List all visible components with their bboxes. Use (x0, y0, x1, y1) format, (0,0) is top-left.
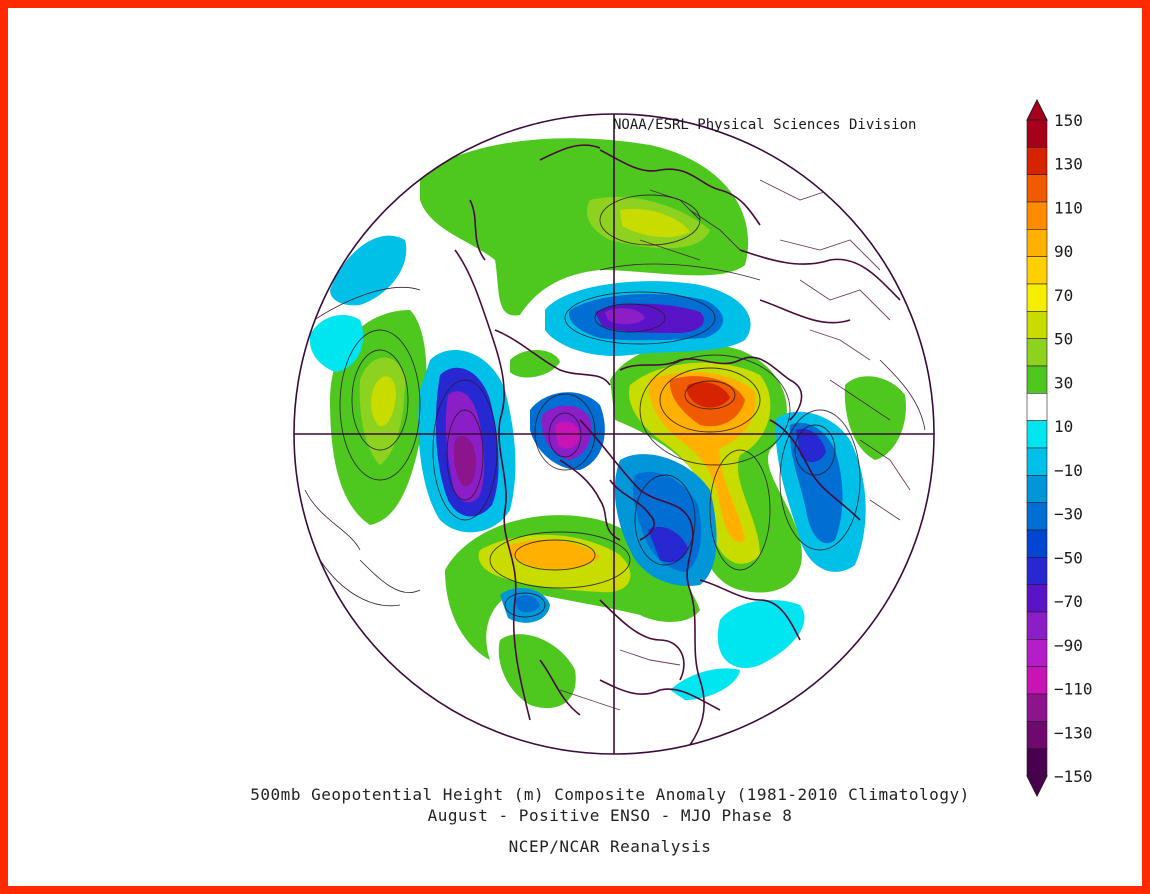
colorbar-swatch (1026, 229, 1048, 257)
colorbar-swatch (1026, 119, 1048, 148)
colorbar-swatch (1026, 666, 1048, 695)
coastlines (454, 144, 901, 746)
ridge-arctic-small (510, 350, 560, 378)
trough-asia-max (605, 308, 645, 325)
colorbar-swatch (1026, 748, 1048, 777)
colorbar-top-arrow (1026, 98, 1048, 121)
caption-subtitle: August - Positive ENSO - MJO Phase 8 (427, 806, 793, 825)
colorbar-swatch (1026, 639, 1048, 667)
ridge-n-europe (420, 138, 749, 316)
colorbar-swatch (1026, 174, 1048, 203)
colorbar-tick-label: −50 (1054, 548, 1083, 567)
colorbar-swatch (1026, 475, 1048, 503)
colorbar-swatch (1026, 201, 1048, 230)
ridge-atlantic-sw (498, 634, 576, 709)
colorbar-tick-label: 110 (1054, 198, 1083, 217)
colorbar-swatch (1026, 338, 1048, 367)
ridge-n-europe-core (620, 208, 690, 238)
trough-atlantic-core (515, 595, 540, 613)
trough-ne-pacific (330, 235, 407, 306)
trough-w-cyan (309, 315, 364, 372)
trough-arctic-core (555, 421, 580, 449)
colorbar-swatch (1026, 311, 1048, 339)
colorbar-tick-label: −150 (1054, 767, 1093, 786)
colorbar: 150 130 110 90 70 50 30 10 −10 −30 −50 −70 −90 −110 −1… (1026, 98, 1093, 798)
ridge-w-pacific-core (371, 376, 396, 427)
map-disc (294, 114, 934, 754)
colorbar-bottom-arrow (1026, 775, 1048, 798)
colorbar-swatch (1026, 420, 1048, 449)
colorbar-swatch (1026, 447, 1048, 476)
colorbar-tick-label: −90 (1054, 636, 1083, 655)
trough-canada-core (648, 526, 688, 563)
colorbar-swatch (1026, 721, 1048, 749)
trough-s-cyan (670, 668, 740, 700)
colorbar-swatch (1026, 611, 1048, 640)
map-boundary (293, 113, 935, 755)
trough-w-africa (717, 600, 805, 668)
colorbar-tick-label: 90 (1054, 242, 1073, 261)
colorbar-tick-label: 10 (1054, 417, 1073, 436)
caption-source: NCEP/NCAR Reanalysis (508, 837, 712, 856)
colorbar-swatch (1026, 365, 1048, 394)
trough-e-asia-core (796, 428, 826, 463)
ridge-n-america-core (508, 539, 600, 570)
colorbar-swatch (1026, 502, 1048, 531)
colorbar-tick-label: 70 (1054, 286, 1073, 305)
colorbar-tick-label: −70 (1054, 592, 1083, 611)
colorbar-tick-label: 30 (1054, 373, 1073, 392)
colorbar-swatch (1026, 584, 1048, 613)
colorbar-swatch (1026, 529, 1048, 558)
colorbar-tick-label: 130 (1054, 155, 1083, 174)
colorbar-tick-label: −10 (1054, 461, 1083, 480)
colorbar-tick-label: 50 (1054, 330, 1073, 349)
caption-title: 500mb Geopotential Height (m) Composite … (250, 785, 970, 804)
colorbar-swatch (1026, 693, 1048, 722)
credit-label: NOAA/ESRL Physical Sciences Division (613, 117, 917, 133)
colorbar-swatch (1026, 256, 1048, 285)
colorbar-tick-label: −110 (1054, 680, 1093, 699)
ridge-asia-max (686, 382, 730, 408)
ridge-e-asia (844, 376, 906, 460)
colorbar-tick-label: −130 (1054, 723, 1093, 742)
colorbar-swatch (1026, 557, 1048, 585)
colorbar-tick-label: 150 (1054, 111, 1083, 130)
colorbar-tick-label: −30 (1054, 505, 1083, 524)
graticule (294, 114, 934, 754)
colorbar-swatch (1026, 393, 1048, 421)
colorbar-swatch (1026, 283, 1048, 312)
colorbar-swatch (1026, 147, 1048, 175)
trough-pacific-core (453, 435, 477, 487)
